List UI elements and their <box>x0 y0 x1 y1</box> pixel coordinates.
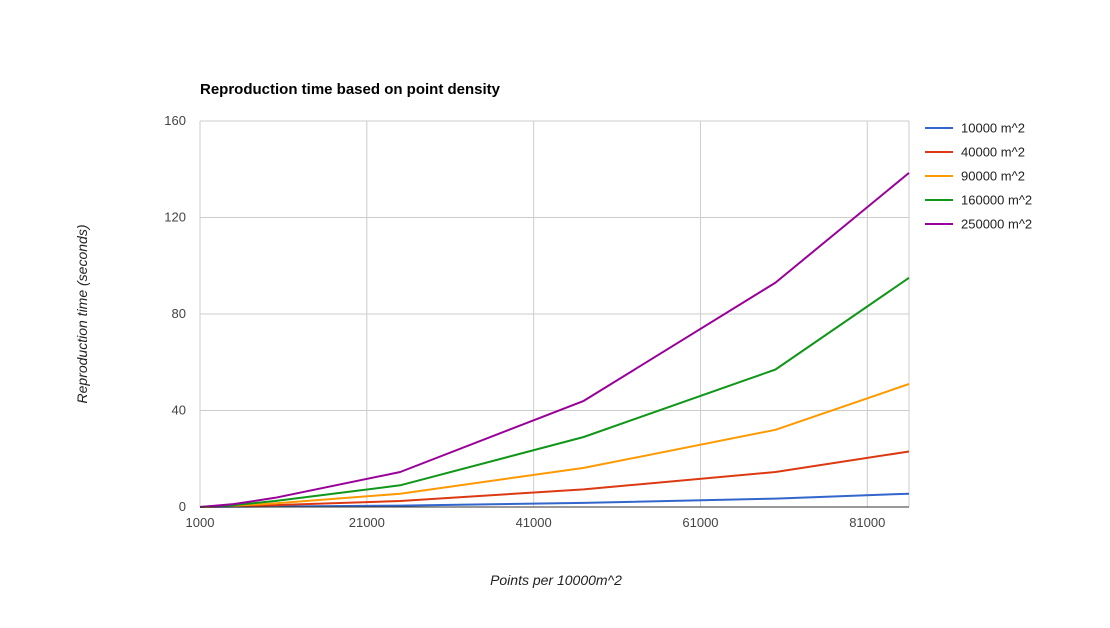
x-tick-label: 1000 <box>186 515 215 530</box>
legend-label: 250000 m^2 <box>961 217 1032 232</box>
x-tick-label: 41000 <box>516 515 552 530</box>
legend-label: 160000 m^2 <box>961 193 1032 208</box>
y-axis-title: Reproduction time (seconds) <box>74 225 90 404</box>
y-tick-label: 80 <box>172 306 186 321</box>
y-tick-label: 120 <box>164 210 186 225</box>
series-line-5 <box>199 172 910 508</box>
legend-label: 40000 m^2 <box>961 145 1025 160</box>
y-tick-label: 0 <box>179 499 186 514</box>
chart-title: Reproduction time based on point density <box>200 81 501 98</box>
gridlines <box>199 120 910 508</box>
legend-label: 90000 m^2 <box>961 169 1025 184</box>
tick-labels: 1000 21000 41000 61000 81000 0 40 80 120 160 <box>164 113 885 530</box>
x-tick-label: 21000 <box>349 515 385 530</box>
y-tick-label: 40 <box>172 403 186 418</box>
series-line-2 <box>199 450 910 508</box>
y-tick-label: 160 <box>164 113 186 128</box>
x-tick-label: 61000 <box>682 515 718 530</box>
legend-label: 10000 m^2 <box>961 121 1025 136</box>
x-tick-label: 81000 <box>849 515 885 530</box>
legend: 10000 m^2 40000 m^2 90000 m^2 160000 m^2 250… <box>925 121 1032 232</box>
x-axis-title: Points per 10000m^2 <box>490 572 622 588</box>
series-lines <box>199 172 910 508</box>
